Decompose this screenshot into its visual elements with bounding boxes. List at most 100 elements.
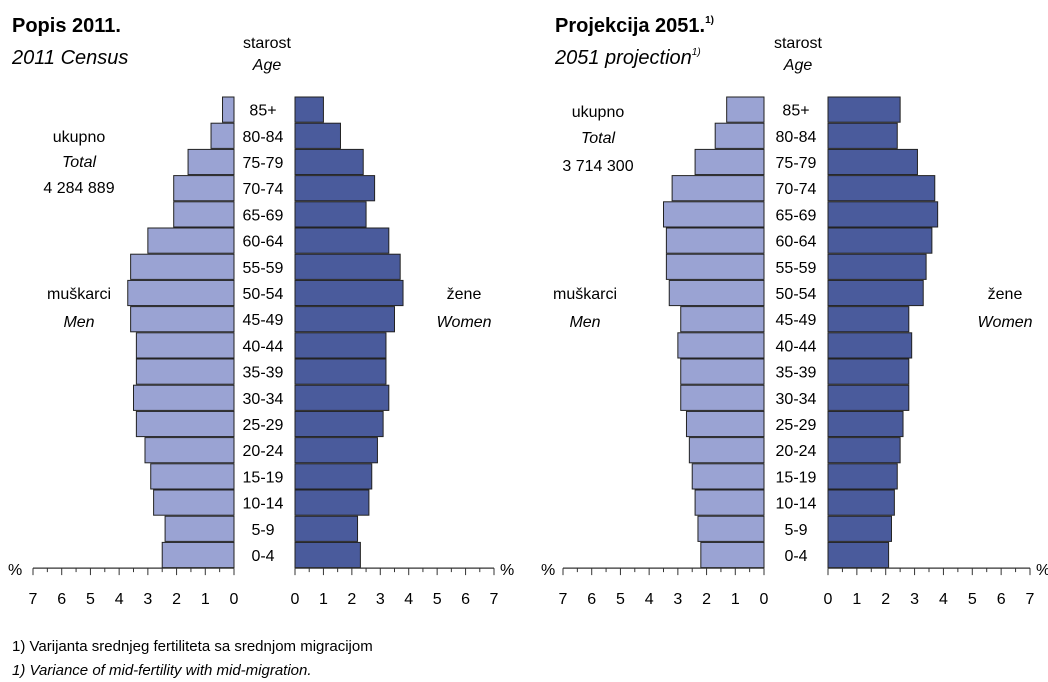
men-label-en: Men (569, 314, 600, 331)
x-tick-label-women-4: 4 (404, 591, 413, 608)
age-group-label-80-84: 80-84 (776, 129, 817, 146)
age-group-label-60-64: 60-64 (243, 234, 284, 251)
age-group-label-30-34: 30-34 (243, 391, 284, 408)
age-group-label-0-4: 0-4 (251, 548, 274, 565)
age-group-label-55-59: 55-59 (243, 260, 284, 277)
bar-men-45-49 (130, 306, 235, 333)
chart-subtitle: 2051 projection1) (554, 47, 701, 69)
age-group-label-45-49: 45-49 (776, 312, 817, 329)
bar-women-0-4 (827, 541, 890, 569)
x-tick-label-women-1: 1 (852, 591, 861, 608)
age-group-label-35-39: 35-39 (243, 365, 284, 382)
age-group-label-20-24: 20-24 (776, 443, 817, 460)
age-group-label-70-74: 70-74 (776, 181, 817, 198)
bar-women-60-64 (827, 227, 933, 254)
bar-women-80-84 (827, 122, 898, 149)
bar-men-20-24 (688, 437, 765, 464)
bar-men-55-59 (665, 253, 765, 280)
total-label: ukupno (572, 104, 625, 121)
age-group-label-65-69: 65-69 (243, 207, 284, 224)
bar-women-65-69 (294, 201, 367, 228)
x-tick-label-men-6: 6 (57, 591, 66, 608)
bar-women-5-9 (827, 515, 892, 542)
bar-women-40-44 (294, 332, 387, 359)
age-group-label-85plus: 85+ (249, 103, 276, 120)
bar-women-5-9 (294, 515, 359, 542)
age-group-label-25-29: 25-29 (776, 417, 817, 434)
x-tick-label-women-7: 7 (1026, 591, 1035, 608)
age-group-label-25-29: 25-29 (243, 417, 284, 434)
age-group-label-10-14: 10-14 (776, 496, 817, 513)
x-tick-label-men-3: 3 (143, 591, 152, 608)
x-tick-label-men-3: 3 (673, 591, 682, 608)
x-tick-label-men-2: 2 (702, 591, 711, 608)
bar-men-80-84 (714, 122, 765, 149)
bar-women-50-54 (827, 279, 924, 307)
x-tick-label-women-2: 2 (881, 591, 890, 608)
x-tick-label-men-2: 2 (172, 591, 181, 608)
bar-women-70-74 (827, 175, 936, 202)
bar-men-10-14 (153, 489, 235, 516)
bar-women-40-44 (827, 332, 913, 359)
men-label-en: Men (63, 314, 94, 331)
bar-women-45-49 (294, 306, 395, 333)
x-tick-label-men-1: 1 (731, 591, 740, 608)
x-tick-label-women-1: 1 (319, 591, 328, 608)
age-header-label-en: Age (783, 57, 813, 74)
age-group-label-5-9: 5-9 (784, 522, 807, 539)
age-group-label-65-69: 65-69 (776, 207, 817, 224)
bar-women-15-19 (294, 463, 373, 490)
bar-men-0-4 (161, 541, 235, 569)
age-group-label-75-79: 75-79 (243, 155, 284, 172)
age-group-label-10-14: 10-14 (243, 496, 284, 513)
x-tick-label-men-4: 4 (115, 591, 124, 608)
x-tick-label-men-5: 5 (86, 591, 95, 608)
bar-men-70-74 (173, 175, 235, 202)
bar-men-60-64 (665, 227, 765, 254)
footnote-line-1: 1) Varijanta srednjeg fertiliteta sa sre… (12, 638, 373, 655)
bar-men-0-4 (700, 541, 765, 569)
x-tick-label-men-0: 0 (760, 591, 769, 608)
bar-women-30-34 (294, 384, 390, 411)
age-group-label-80-84: 80-84 (243, 129, 284, 146)
x-tick-label-women-6: 6 (997, 591, 1006, 608)
bar-women-55-59 (827, 253, 927, 280)
bar-women-10-14 (294, 489, 370, 516)
chart-title: Projekcija 2051.1) (555, 15, 714, 37)
total-value: 4 284 889 (43, 180, 114, 197)
bar-women-35-39 (294, 358, 387, 385)
x-tick-label-women-5: 5 (968, 591, 977, 608)
bar-women-85plus (294, 96, 324, 123)
bar-men-20-24 (144, 437, 235, 464)
bar-men-35-39 (680, 358, 765, 385)
percent-label-left: % (8, 562, 22, 579)
x-tick-label-women-3: 3 (376, 591, 385, 608)
pyramid-1: Popis 2011. 2011 Census starost Age ukupno To… (8, 15, 514, 608)
x-tick-label-men-6: 6 (587, 591, 596, 608)
bar-women-75-79 (294, 148, 364, 176)
age-group-label-60-64: 60-64 (776, 234, 817, 251)
age-group-label-15-19: 15-19 (776, 469, 817, 486)
x-tick-label-women-3: 3 (910, 591, 919, 608)
percent-label-right: % (500, 562, 514, 579)
age-group-label-0-4: 0-4 (784, 548, 807, 565)
x-tick-label-women-0: 0 (824, 591, 833, 608)
bar-men-70-74 (671, 175, 765, 202)
x-tick-label-women-7: 7 (490, 591, 499, 608)
bar-men-10-14 (694, 489, 765, 516)
bar-men-35-39 (135, 358, 235, 385)
x-tick-label-men-0: 0 (230, 591, 239, 608)
age-group-label-85plus: 85+ (782, 103, 809, 120)
age-header-label: starost (774, 35, 823, 52)
bar-women-75-79 (827, 148, 918, 176)
chart-subtitle: 2011 Census (11, 47, 128, 69)
bar-men-60-64 (147, 227, 235, 254)
bar-men-85plus (726, 96, 765, 123)
x-tick-label-men-1: 1 (201, 591, 210, 608)
bar-women-35-39 (827, 358, 910, 385)
women-label: žene (988, 286, 1023, 303)
men-label: muškarci (47, 286, 111, 303)
x-tick-label-women-4: 4 (939, 591, 948, 608)
age-group-label-20-24: 20-24 (243, 443, 284, 460)
bar-men-50-54 (127, 279, 235, 307)
